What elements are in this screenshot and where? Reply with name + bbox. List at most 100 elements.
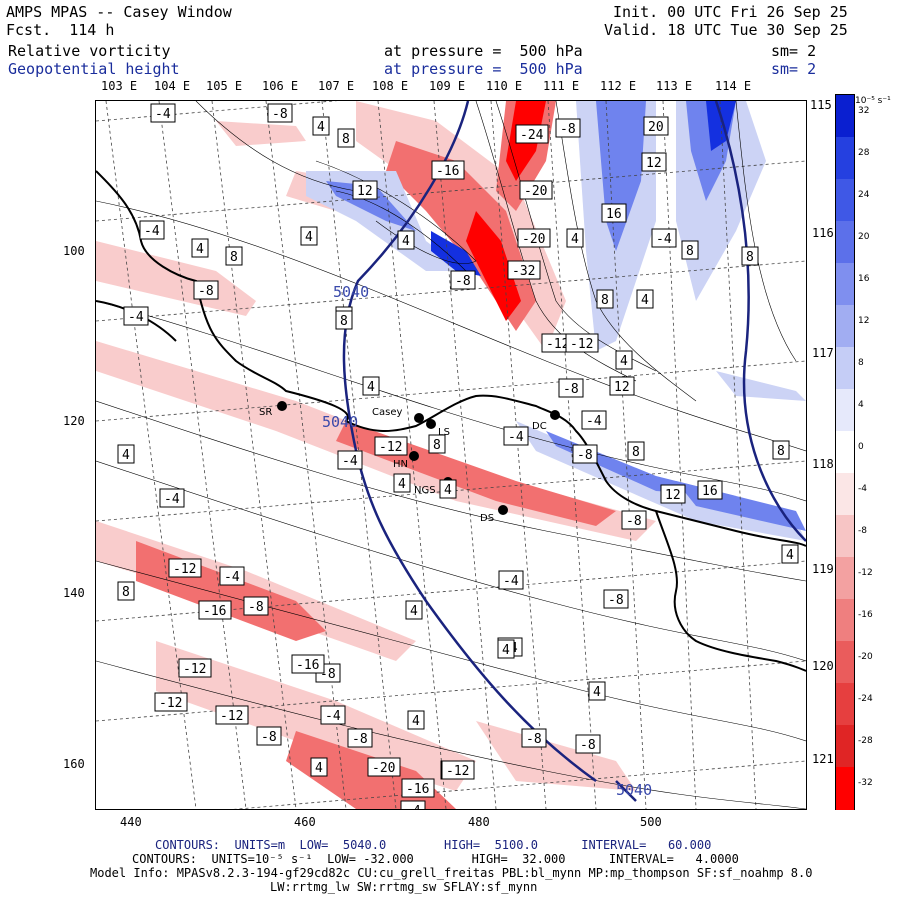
colorbar-level-label: 0 bbox=[858, 442, 864, 452]
height-contour-5040-east bbox=[714, 101, 806, 542]
field2-smoothing: sm= 2 bbox=[771, 60, 817, 78]
vorticity-label-text: 4 bbox=[196, 242, 204, 257]
colorbar-segment bbox=[836, 557, 854, 600]
lon-label: 111 E bbox=[543, 79, 580, 93]
station-dot bbox=[409, 451, 419, 461]
vorticity-label-text: -4 bbox=[325, 709, 341, 724]
vorticity-label-text: -16 bbox=[436, 164, 459, 179]
vorticity-label: 8 bbox=[681, 240, 699, 260]
vorticity-label-text: 4 bbox=[593, 685, 601, 700]
colorbar-level-label: -4 bbox=[858, 484, 867, 494]
vorticity-label: 8 bbox=[741, 246, 759, 266]
vorticity-label-text: -16 bbox=[296, 658, 319, 673]
colorbar-segment bbox=[836, 725, 854, 768]
footer-physics: LW:rrtmg_lw SW:rrtmg_sw SFLAY:sf_mynn bbox=[270, 880, 538, 894]
pos-band bbox=[326, 181, 416, 231]
vorticity-shading bbox=[96, 101, 806, 809]
colorbar-level-label: 16 bbox=[858, 274, 870, 284]
vorticity-label: -12 bbox=[441, 760, 475, 780]
vorticity-label: -20 bbox=[519, 180, 553, 200]
colorbar-level-label: -24 bbox=[858, 694, 873, 704]
vorticity-label: 4 bbox=[588, 681, 606, 701]
vorticity-label-text: 12 bbox=[614, 380, 630, 395]
vorticity-label: -8 bbox=[193, 280, 219, 300]
vorticity-label-text: -4 bbox=[144, 224, 160, 239]
vorticity-label: -4 bbox=[581, 410, 607, 430]
footer-contours-vorticity: CONTOURS: UNITS=10⁻⁵ s⁻¹ LOW= -32.000 HI… bbox=[132, 852, 739, 866]
vorticity-label: -16 bbox=[198, 600, 232, 620]
x-axis-label: 440 bbox=[120, 815, 142, 829]
vorticity-label: 8 bbox=[337, 128, 355, 148]
footer-model-info: Model Info: MPASv8.2.3-194-gf29cd82c CU:… bbox=[90, 866, 813, 880]
vorticity-label: 4 bbox=[405, 600, 423, 620]
vorticity-label-text: -4 bbox=[342, 454, 358, 469]
latlon-grid bbox=[96, 101, 806, 809]
lon-label: 107 E bbox=[318, 79, 355, 93]
x-axis-label: 460 bbox=[294, 815, 316, 829]
vorticity-label-text: 4 bbox=[571, 232, 579, 247]
vorticity-label-text: 16 bbox=[702, 484, 718, 499]
vorticity-label: -4 bbox=[337, 450, 363, 470]
station-label: DS bbox=[480, 513, 494, 524]
colorbar-segment bbox=[836, 95, 854, 138]
map-panel: SR Casey LS HN NGS DS DC 5040 5040 5040 … bbox=[95, 100, 807, 810]
vorticity-label-text: -20 bbox=[524, 184, 547, 199]
colorbar-level-label: 28 bbox=[858, 148, 870, 158]
field2-level: at pressure = 500 hPa bbox=[384, 60, 583, 78]
colorbar-segment bbox=[836, 473, 854, 516]
field1-level: at pressure = 500 hPa bbox=[384, 42, 583, 60]
vorticity-label-text: -8 bbox=[352, 732, 368, 747]
vorticity-label: 4 bbox=[636, 289, 654, 309]
field1-name: Relative vorticity bbox=[8, 42, 171, 60]
vorticity-label-text: -12 bbox=[446, 764, 469, 779]
vorticity-label-text: -8 bbox=[248, 600, 264, 615]
vorticity-label: -8 bbox=[243, 596, 269, 616]
vorticity-label: 4 bbox=[397, 230, 415, 250]
vorticity-label-text: -8 bbox=[272, 107, 288, 122]
lon-label: 110 E bbox=[486, 79, 523, 93]
vorticity-label-text: 4 bbox=[367, 380, 375, 395]
colorbar-segment bbox=[836, 179, 854, 222]
vorticity-label: -8 bbox=[256, 726, 282, 746]
x-axis-label: 480 bbox=[468, 815, 490, 829]
colorbar-segment bbox=[836, 305, 854, 348]
colorbar-level-label: -28 bbox=[858, 736, 873, 746]
vorticity-label-text: 8 bbox=[342, 132, 350, 147]
vorticity-label: 12 bbox=[660, 484, 686, 504]
vorticity-label: 4 bbox=[407, 710, 425, 730]
vorticity-label-text: 4 bbox=[410, 604, 418, 619]
vorticity-label: 16 bbox=[601, 203, 627, 223]
vorticity-label-text: -32 bbox=[512, 264, 535, 279]
vorticity-label-text: 4 bbox=[786, 548, 794, 563]
vorticity-label: -8 bbox=[603, 589, 629, 609]
y-axis-label: 100 bbox=[63, 244, 85, 258]
vorticity-label: 12 bbox=[352, 180, 378, 200]
vorticity-label-text: 8 bbox=[601, 293, 609, 308]
vorticity-label: -12 bbox=[565, 333, 599, 353]
footer-prefix: CONTOURS: bbox=[132, 852, 198, 866]
vorticity-label-text: -4 bbox=[224, 570, 240, 585]
vorticity-label-text: -4 bbox=[164, 492, 180, 507]
height-label: 5040 bbox=[616, 781, 652, 799]
vorticity-label: -4 bbox=[139, 220, 165, 240]
colorbar-segment bbox=[836, 137, 854, 180]
colorbar-segment bbox=[836, 767, 854, 810]
footer-line: UNITS=10⁻⁵ s⁻¹ LOW= -32.000 HIGH= 32.000… bbox=[211, 852, 739, 866]
vorticity-label: -4 bbox=[503, 426, 529, 446]
vorticity-label: 4 bbox=[439, 479, 457, 499]
forecast-hour: Fcst. 114 h bbox=[6, 21, 115, 39]
pos-band bbox=[546, 431, 736, 496]
vorticity-label-text: -12 bbox=[379, 440, 402, 455]
vorticity-label-text: -8 bbox=[455, 274, 471, 289]
footer-prefix: CONTOURS: bbox=[155, 838, 221, 852]
vorticity-label: -12 bbox=[168, 558, 202, 578]
pos-band bbox=[716, 371, 806, 401]
vorticity-label: 8 bbox=[772, 440, 790, 460]
vorticity-label: -16 bbox=[401, 778, 435, 798]
vorticity-label: 20 bbox=[643, 116, 669, 136]
vorticity-label-text: -8 bbox=[560, 122, 576, 137]
vorticity-label: 8 bbox=[335, 310, 353, 330]
colorbar-level-label: 12 bbox=[858, 316, 870, 326]
vorticity-labels: -4 -8 4 8 4 12 -16 -24 -8 20 12 16 -20 -4 4 8 -4 4 8 8 -8 4 -8… bbox=[117, 103, 799, 809]
station-label: LS bbox=[438, 427, 450, 438]
